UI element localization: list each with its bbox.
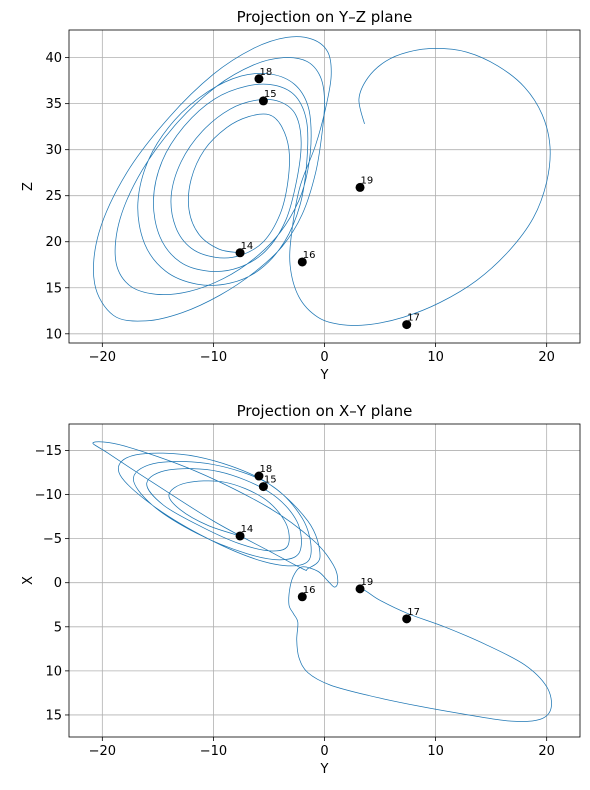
chart-panel-xy: −20 −10 0 10 20 −15 −10 −5 0 5 10 15 14 15 16 17 18 19 Pro…	[21, 402, 581, 777]
point-label: 17	[407, 607, 420, 618]
y-tick-label: 20	[45, 235, 62, 250]
point-marker	[235, 531, 245, 541]
point-label: 16	[303, 585, 316, 596]
point-marker	[355, 584, 365, 594]
point-marker	[258, 482, 268, 492]
y-tick-label: −15	[35, 444, 62, 459]
y-tick-label: 25	[45, 189, 62, 204]
x-tick-label: 20	[538, 744, 555, 759]
x-tick-label: −20	[89, 744, 116, 759]
point-label: 15	[264, 475, 277, 486]
y-tick-label: 10	[45, 664, 62, 679]
point-label: 17	[407, 313, 420, 324]
y-axis-label-xy: X	[21, 576, 36, 585]
x-tick-label: 0	[320, 350, 328, 365]
y-tick-label: 5	[54, 620, 62, 635]
x-axis-label-xy: Y	[320, 762, 329, 777]
y-tick-label: 15	[45, 281, 62, 296]
point-marker	[355, 182, 365, 192]
point-marker	[297, 257, 307, 267]
trajectory-line-xy	[92, 441, 552, 722]
point-label: 19	[361, 577, 374, 588]
point-label: 16	[303, 250, 316, 261]
point-label: 18	[259, 67, 272, 78]
x-axis-label-yz: Y	[320, 368, 329, 383]
point-marker	[254, 471, 264, 481]
y-axis-label-yz: Z	[21, 182, 36, 191]
y-tick-label: 10	[45, 327, 62, 342]
point-marker	[258, 96, 268, 106]
x-tick-label: 0	[320, 744, 328, 759]
y-tick-label: −5	[43, 532, 62, 547]
x-tick-label: −20	[89, 350, 116, 365]
point-marker	[235, 248, 245, 258]
trajectory-line-yz	[93, 36, 551, 326]
point-marker	[254, 74, 264, 84]
chart-panel-yz: −20 −10 0 10 20 10 15 20 25 30 35 40 14 15 16 17 18 19 Pro…	[21, 8, 581, 383]
x-tick-label: 10	[427, 744, 444, 759]
y-tick-label: 0	[54, 576, 62, 591]
point-marker	[297, 592, 307, 602]
point-marker	[402, 614, 412, 624]
x-tick-label: −10	[200, 744, 227, 759]
x-tick-label: 20	[538, 350, 555, 365]
y-tick-label: 30	[45, 143, 62, 158]
point-label: 15	[264, 89, 277, 100]
y-tick-label: 35	[45, 97, 62, 112]
y-tick-label: −10	[35, 488, 62, 503]
point-label: 18	[259, 464, 272, 475]
x-tick-label: 10	[427, 350, 444, 365]
y-tick-label: 40	[45, 51, 62, 66]
point-label: 14	[241, 524, 254, 535]
chart-title-yz: Projection on Y–Z plane	[237, 8, 413, 26]
point-label: 14	[241, 241, 254, 252]
point-label: 19	[361, 175, 374, 186]
x-tick-label: −10	[200, 350, 227, 365]
y-tick-label: 15	[45, 708, 62, 723]
chart-title-xy: Projection on X–Y plane	[237, 402, 413, 420]
point-marker	[402, 320, 412, 330]
